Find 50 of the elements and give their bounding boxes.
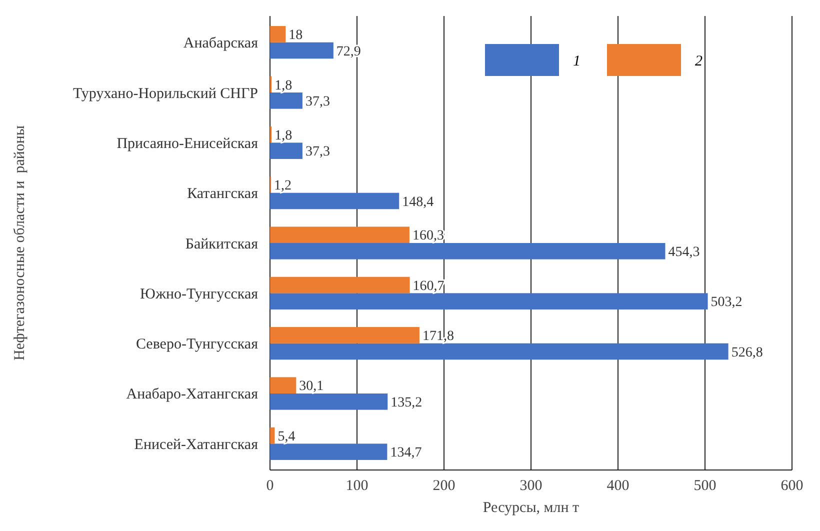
legend-label: 2 [695,53,703,70]
x-tick-label: 300 [520,478,542,494]
y-tick-label: Присаяно-Енисейская [116,136,258,152]
y-tick-label: Енисей-Хатангская [134,436,258,453]
data-label: 37,3 [305,94,330,110]
x-tick-label: 200 [432,478,456,494]
y-tick-label: Катангская [187,186,258,202]
data-label: 1,8 [274,78,292,94]
y-tick-label: Анабаро-Хатангская [126,386,258,403]
bar [270,327,420,344]
bar [270,393,388,410]
data-label: 1,2 [274,178,292,194]
bar [270,444,388,460]
data-label: 526,8 [731,345,763,360]
legend-label: 1 [573,53,580,70]
bar [270,192,400,210]
data-label: 454,3 [668,245,700,260]
data-label: 37,3 [305,144,330,160]
x-tick-label: 400 [606,478,630,494]
bar [270,26,286,42]
bar [270,42,334,59]
bar [270,226,410,243]
data-label: 135,2 [390,396,422,411]
bar [270,343,728,360]
x-axis-title: Ресурсы, млн т [482,500,580,516]
y-tick-label: Байкитская [185,236,258,252]
x-tick-label: 500 [694,478,716,494]
x-tick-label: 600 [780,478,804,494]
bar [270,377,296,394]
y-tick-label: Северо-Тунгусская [136,336,258,353]
data-label: 160,3 [412,228,444,244]
x-tick-label: 100 [346,478,368,494]
bar [270,276,410,294]
y-axis-title: Нефтегазоносные области и районы [12,125,28,361]
y-tick-label: Анабарская [183,36,258,52]
x-tick-label: 0 [266,478,274,494]
bar [270,142,302,159]
data-label: 30,1 [299,379,324,394]
data-label: 134,7 [390,446,422,461]
data-label: 5,4 [278,429,296,444]
bar [270,427,275,444]
data-label: 18 [288,28,303,44]
bar [270,92,302,109]
data-label: 1,8 [274,128,292,144]
data-label: 503,2 [710,295,742,310]
bar [270,293,708,310]
data-label: 148,4 [402,194,434,210]
bar [270,243,666,260]
y-tick-label: Турухано-Норильский СНГР [73,86,258,102]
y-tick-label: Южно-Тунгусская [140,286,258,302]
